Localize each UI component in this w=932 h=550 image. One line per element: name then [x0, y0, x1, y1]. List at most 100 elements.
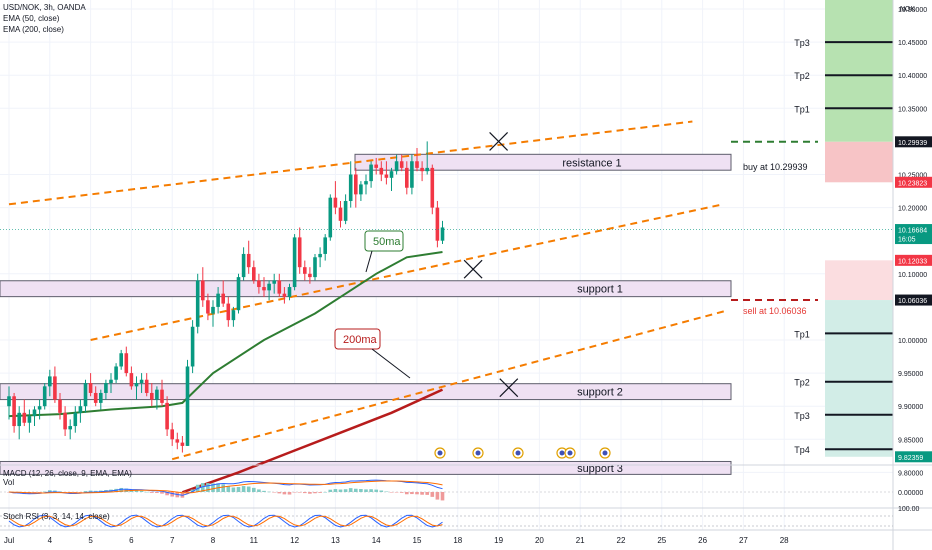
time-tick: 5 — [88, 536, 93, 545]
candle-body — [144, 379, 149, 393]
candle-body — [221, 293, 225, 304]
candle-body — [22, 412, 27, 423]
candle-body — [257, 280, 261, 288]
tp-label: Tp3 — [794, 411, 810, 421]
tp-label: Tp2 — [794, 378, 810, 388]
candle-body — [323, 237, 327, 254]
macd-histogram-bar — [287, 492, 292, 495]
stoch-top-label: 100.00 — [898, 506, 920, 513]
trendline — [8, 120, 693, 206]
macd-histogram-bar — [246, 486, 251, 492]
zone-label: support 2 — [577, 387, 623, 399]
candle-body — [303, 267, 307, 274]
tp-label: Tp2 — [794, 71, 810, 81]
macd-legend[interactable]: MACD (12, 26, close, 9, EMA, EMA) — [3, 469, 132, 478]
price-tick: 10.45000 — [898, 40, 927, 47]
event-flag-icon — [602, 450, 608, 456]
candle-body — [190, 326, 195, 367]
candle-body — [364, 181, 368, 185]
time-axis[interactable]: 30Jul456781112131415181920212225262728 — [0, 529, 932, 545]
macd-histogram-bar — [384, 491, 389, 493]
macd-histogram-bar — [410, 492, 414, 495]
macd-histogram-bar — [374, 489, 378, 492]
candle-body — [37, 406, 42, 410]
indicator-panes: 0.00000 100.00 — [0, 464, 932, 528]
candle-body — [267, 283, 271, 291]
time-tick: 8 — [211, 536, 216, 545]
candle-body — [201, 280, 205, 301]
candle-body — [7, 396, 11, 407]
candle-body — [58, 399, 62, 413]
candle-body — [175, 439, 180, 443]
price-badge-text: 10.16684 — [898, 228, 927, 235]
time-tick: 27 — [739, 536, 748, 545]
price-tick: 10.50000 — [898, 7, 927, 14]
macd-histogram-bar — [190, 489, 195, 492]
macd-histogram-bar — [144, 491, 149, 493]
time-tick: 25 — [657, 536, 666, 545]
candle-body — [241, 253, 246, 278]
ma200-callout-label: 200ma — [343, 334, 378, 346]
macd-histogram-bar — [206, 483, 210, 492]
candle-body — [287, 287, 292, 297]
candle-body — [292, 237, 297, 288]
macd-histogram-bar — [170, 492, 174, 497]
candle-body — [379, 167, 384, 175]
candle-body — [246, 253, 251, 268]
candle-body — [119, 353, 123, 367]
candle-body — [114, 366, 118, 380]
price-badge-text: 10.23823 — [898, 180, 927, 187]
candle-body — [160, 389, 164, 403]
time-tick: 26 — [698, 536, 707, 545]
candle-body — [104, 383, 108, 393]
stoch-d-line — [8, 515, 443, 527]
price-tick: 9.95000 — [898, 371, 923, 378]
time-tick: 7 — [170, 536, 175, 545]
macd-histogram-bar — [343, 489, 348, 492]
candle-body — [63, 412, 67, 430]
candle-body — [93, 392, 98, 403]
zone-label: resistance 1 — [562, 157, 621, 169]
candle-body — [129, 373, 134, 387]
price-tick: 9.85000 — [898, 437, 923, 444]
macd-histogram-bar — [292, 492, 297, 493]
cross-mark — [463, 259, 483, 279]
candle-body — [252, 267, 256, 281]
stoch-legend[interactable]: Stoch RSI (3, 3, 14, 14, close) — [3, 512, 110, 521]
candle-body — [32, 409, 37, 417]
macd-histogram-bar — [93, 490, 98, 492]
price-badge-text: 10.06036 — [898, 298, 927, 305]
macd-histogram-bar — [303, 492, 307, 494]
time-tick: 28 — [780, 536, 789, 545]
candle-body — [99, 392, 103, 403]
macd-histogram-bar — [252, 487, 256, 492]
candle-body — [435, 207, 440, 241]
macd-histogram-bar — [379, 490, 384, 492]
macd-histogram-bar — [440, 492, 445, 501]
ema50-legend[interactable]: EMA (50, close) — [3, 14, 60, 23]
candle-body — [282, 293, 287, 297]
time-tick: 19 — [494, 536, 503, 545]
time-tick: 14 — [372, 536, 381, 545]
price-tick: 10.20000 — [898, 206, 927, 213]
candle-body — [27, 416, 32, 423]
candle-body — [195, 280, 200, 327]
price-tick: 10.25000 — [898, 173, 927, 180]
candle-body — [231, 310, 236, 321]
macd-histogram-bar — [369, 489, 373, 492]
price-badge — [895, 254, 932, 266]
candle-body — [333, 197, 338, 208]
macd-histogram-bar — [58, 491, 62, 492]
price-badge — [895, 451, 932, 463]
candles — [7, 141, 445, 453]
symbol-title[interactable]: USD/NOK, 3h, OANDA — [3, 3, 86, 12]
ema200-legend[interactable]: EMA (200, close) — [3, 25, 64, 34]
vol-legend[interactable]: Vol — [3, 478, 15, 487]
time-tick: 11 — [250, 536, 259, 545]
price-tick: 10.35000 — [898, 106, 927, 113]
moving-averages — [8, 251, 444, 494]
macd-histogram-bar — [359, 489, 363, 492]
macd-histogram-bar — [420, 492, 424, 495]
